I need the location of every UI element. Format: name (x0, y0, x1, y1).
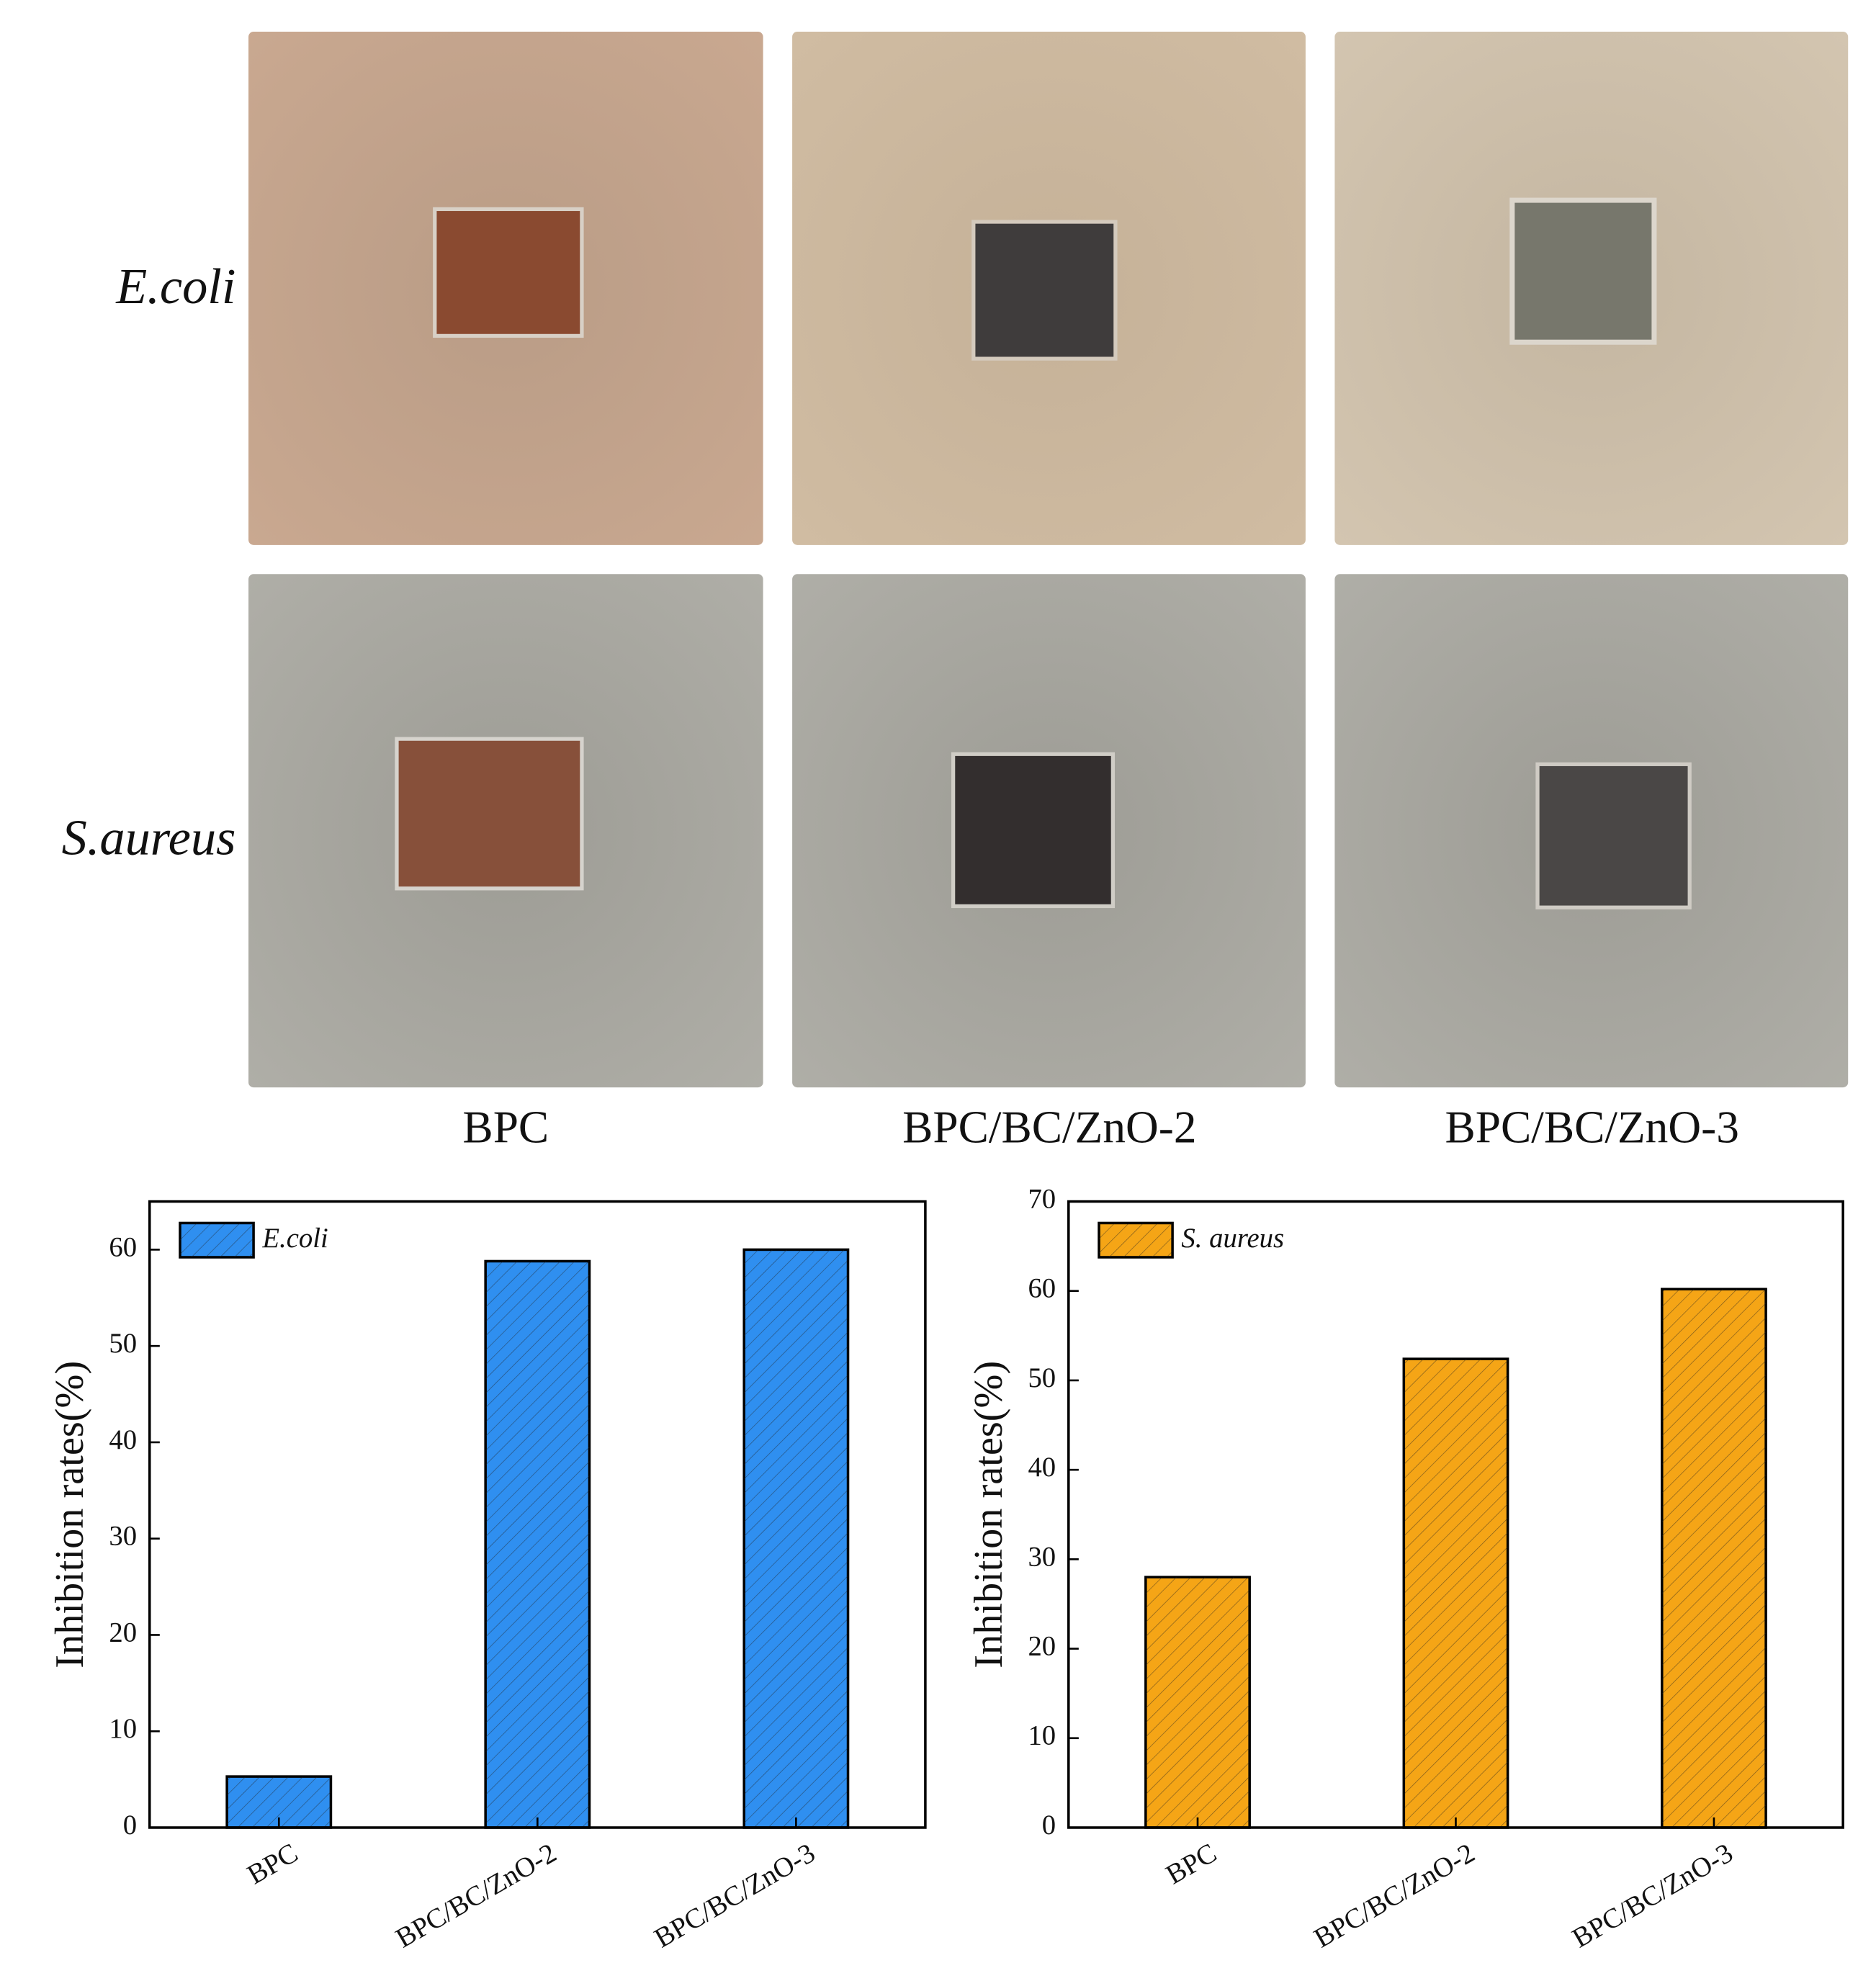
sample (951, 752, 1116, 909)
y-tick-label: 10 (109, 1713, 137, 1744)
sample (1535, 762, 1692, 909)
x-tick-label: BPC/BC/ZnO-3 (649, 1837, 820, 1954)
x-tick-label: BPC (1161, 1837, 1222, 1890)
legend-label: S. aureus (1181, 1223, 1284, 1254)
y-axis-label: Inhibition rates(%) (48, 1361, 92, 1668)
y-tick-label: 30 (109, 1521, 137, 1552)
y-tick-label: 60 (109, 1231, 137, 1262)
legend-hatch (179, 1223, 254, 1257)
y-tick-label: 40 (109, 1424, 137, 1455)
sample (433, 207, 584, 338)
sample (1509, 197, 1657, 345)
column-label: BPC/BC/ZnO-2 (902, 1102, 1196, 1152)
y-tick-label: 50 (1028, 1362, 1056, 1393)
y-tick-label: 40 (1028, 1452, 1056, 1483)
y-tick-label: 70 (1028, 1183, 1056, 1214)
y-tick-label: 0 (123, 1810, 137, 1841)
y-tick-label: 30 (1028, 1541, 1056, 1572)
plot-frame (1067, 1200, 1844, 1829)
y-axis-label: Inhibition rates(%) (966, 1361, 1011, 1668)
y-tick-label: 10 (1028, 1720, 1056, 1751)
plot-frame (148, 1200, 927, 1829)
y-tick-label: 60 (1028, 1273, 1056, 1304)
sample (395, 737, 584, 891)
bar-hatch (485, 1261, 590, 1828)
column-label: BPC (462, 1102, 549, 1152)
column-label: BPC/BC/ZnO-3 (1445, 1102, 1738, 1152)
x-tick-label: BPC/BC/ZnO-3 (1567, 1837, 1738, 1954)
bar-hatch (1145, 1577, 1250, 1828)
y-tick-label: 20 (109, 1617, 137, 1648)
row-label: E.coli (115, 259, 235, 315)
bar-hatch (1404, 1359, 1508, 1828)
photos (248, 32, 1849, 1088)
legend-label: E.coli (261, 1223, 328, 1254)
bar-hatch (744, 1249, 848, 1828)
bar-hatch (1661, 1289, 1767, 1828)
legend-hatch (1099, 1223, 1173, 1257)
x-tick-label: BPC (242, 1837, 303, 1890)
x-tick-label: BPC/BC/ZnO-2 (1309, 1837, 1480, 1954)
y-tick-label: 20 (1028, 1630, 1056, 1661)
y-tick-label: 0 (1042, 1810, 1056, 1841)
x-tick-label: BPC/BC/ZnO-2 (390, 1837, 562, 1954)
row-label: S.aureus (62, 810, 236, 866)
y-tick-label: 50 (109, 1328, 137, 1359)
sample (971, 220, 1118, 361)
